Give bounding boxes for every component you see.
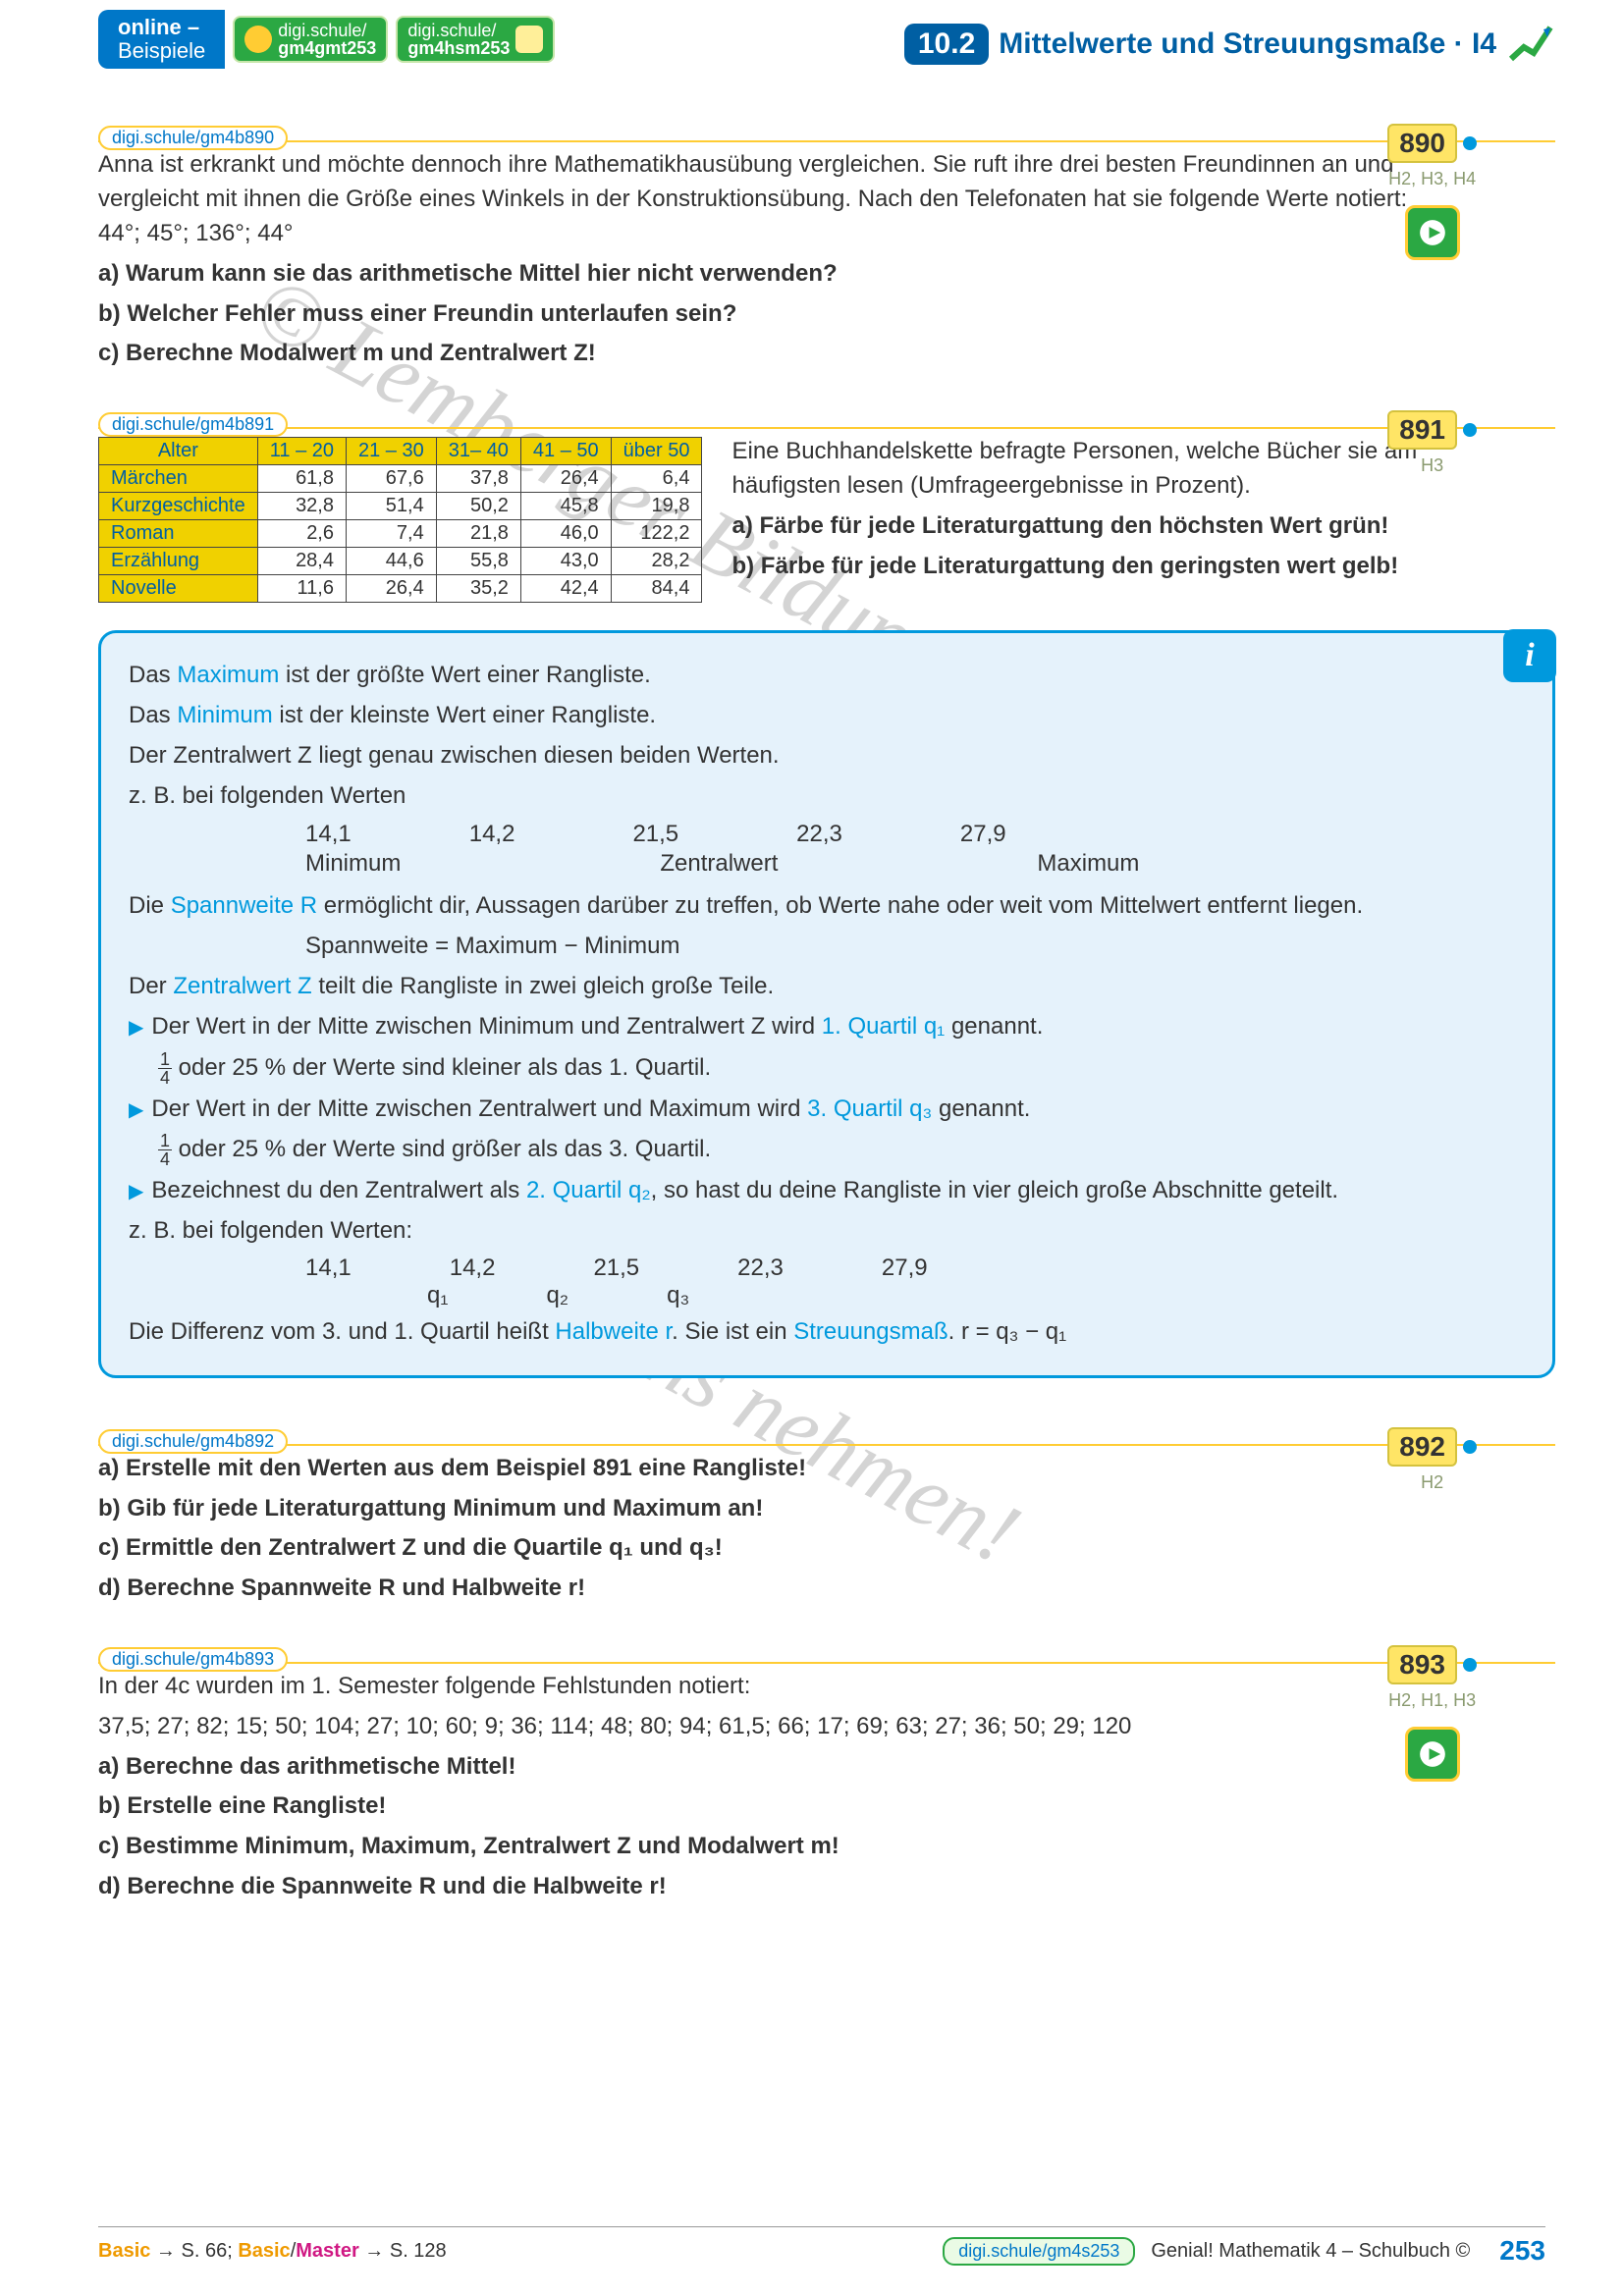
- badge-col-893: 893 H2, H1, H3: [1387, 1645, 1477, 1782]
- competencies-891: H3: [1421, 455, 1443, 476]
- task-link-890[interactable]: digi.schule/gm4b890: [98, 126, 288, 150]
- globe-icon: [244, 26, 272, 53]
- task-893: digi.schule/gm4b893 893 H2, H1, H3 In de…: [98, 1616, 1555, 1904]
- task892-b: b) Gib für jede Literaturgattung Minimum…: [98, 1492, 1555, 1526]
- difficulty-dot: [1463, 1658, 1477, 1672]
- task890-intro: Anna ist erkrankt und möchte dennoch ihr…: [98, 148, 1555, 250]
- chapter-bar: 10.2 Mittelwerte und Streuungsmaße · I4: [904, 20, 1555, 69]
- task892-d: d) Berechne Spannweite R und Halbweite r…: [98, 1572, 1555, 1606]
- th-alter: Alter: [99, 438, 258, 465]
- page-number: 253: [1499, 2235, 1545, 2267]
- quartile-labels: xxq₁q₂q₃xx: [305, 1282, 1525, 1309]
- difficulty-dot: [1463, 423, 1477, 437]
- bullet-icon: ▶: [129, 1099, 143, 1121]
- book-title: Genial! Mathematik 4 – Schulbuch ©: [1151, 2240, 1470, 2263]
- task893-c: c) Bestimme Minimum, Maximum, Zentralwer…: [98, 1830, 1555, 1864]
- chapter-number: 10.2: [904, 24, 989, 65]
- task893-data: 37,5; 27; 82; 15; 50; 104; 27; 10; 60; 9…: [98, 1710, 1555, 1744]
- task-link-891[interactable]: digi.schule/gm4b891: [98, 412, 288, 437]
- literature-survey-table: Alter 11 – 20 21 – 30 31– 40 41 – 50 übe…: [98, 437, 702, 603]
- task891-b: b) Färbe für jede Literaturgattung den g…: [731, 550, 1437, 584]
- task-badge-891: 891: [1387, 410, 1457, 450]
- task-link-893[interactable]: digi.schule/gm4b893: [98, 1647, 288, 1672]
- task892-c: c) Ermittle den Zentralwert Z und die Qu…: [98, 1531, 1555, 1566]
- footer-right: digi.schule/gm4s253 Genial! Mathematik 4…: [943, 2235, 1545, 2267]
- badge-col-891: 891 H3: [1387, 410, 1477, 476]
- task-badge-892: 892: [1387, 1427, 1457, 1467]
- task890-a: a) Warum kann sie das arithmetische Mitt…: [98, 257, 1555, 292]
- task-badge-890: 890: [1387, 124, 1457, 163]
- task-890: digi.schule/gm4b890 890 H2, H3, H4 Anna …: [98, 94, 1555, 371]
- bullet-icon: ▶: [129, 1017, 143, 1039]
- task893-a: a) Berechne das arithmetische Mittel!: [98, 1750, 1555, 1785]
- online-l1: online –: [118, 16, 205, 39]
- task893-intro: In der 4c wurden im 1. Semester folgende…: [98, 1670, 1555, 1704]
- task890-c: c) Berechne Modalwert m und Zentralwert …: [98, 337, 1555, 371]
- video-play-button[interactable]: [1405, 205, 1460, 260]
- task893-d: d) Berechne die Spannweite R und die Hal…: [98, 1870, 1555, 1904]
- page-header: online – Beispiele digi.schule/gm4gmt253…: [98, 0, 1555, 88]
- info-icon: i: [1503, 629, 1556, 682]
- info-box: i Das Maximum ist der größte Wert einer …: [98, 630, 1555, 1378]
- competencies-892: H2: [1421, 1472, 1443, 1493]
- online-l2: Beispiele: [118, 39, 205, 63]
- footer-link[interactable]: digi.schule/gm4s253: [943, 2237, 1135, 2266]
- example-values-2: 14,114,221,522,327,9: [305, 1255, 1525, 1282]
- task-link-892[interactable]: digi.schule/gm4b892: [98, 1429, 288, 1454]
- footer-left: Basic → S. 66; Basic/Master → S. 128: [98, 2240, 447, 2263]
- difficulty-dot: [1463, 136, 1477, 150]
- competencies-893: H2, H1, H3: [1388, 1690, 1476, 1711]
- example-labels-1: MinimumxxZentralwertxxMaximum: [305, 850, 1525, 878]
- bullet-icon: ▶: [129, 1181, 143, 1202]
- badge-col-892: 892 H2: [1387, 1427, 1477, 1493]
- task891-text: Eine Buchhandelskette befragte Personen,…: [731, 435, 1437, 504]
- task891-a: a) Färbe für jede Literaturgattung den h…: [731, 509, 1437, 544]
- online-examples-box: online – Beispiele: [98, 10, 225, 69]
- digi-link-1[interactable]: digi.schule/gm4gmt253: [233, 16, 388, 63]
- video-play-button[interactable]: [1405, 1727, 1460, 1782]
- badge-col-890: 890 H2, H3, H4: [1387, 124, 1477, 260]
- digi-link-2[interactable]: digi.schule/gm4hsm253: [396, 16, 555, 63]
- task890-b: b) Welcher Fehler muss einer Freundin un…: [98, 297, 1555, 332]
- task-badge-893: 893: [1387, 1645, 1457, 1684]
- note-icon: [515, 26, 543, 53]
- chapter-title: Mittelwerte und Streuungsmaße · I4: [999, 27, 1496, 61]
- task-892: digi.schule/gm4b892 892 H2 a) Erstelle m…: [98, 1398, 1555, 1606]
- example-values-1: 14,114,221,522,327,9: [305, 821, 1525, 848]
- task-891: digi.schule/gm4b891 891 H3 Alter 11 – 20…: [98, 381, 1555, 611]
- task892-a: a) Erstelle mit den Werten aus dem Beisp…: [98, 1452, 1555, 1486]
- task893-b: b) Erstelle eine Rangliste!: [98, 1789, 1555, 1824]
- competencies-890: H2, H3, H4: [1388, 169, 1476, 189]
- difficulty-dot: [1463, 1440, 1477, 1454]
- page-footer: Basic → S. 66; Basic/Master → S. 128 dig…: [98, 2226, 1545, 2267]
- chart-growth-icon: [1506, 20, 1555, 69]
